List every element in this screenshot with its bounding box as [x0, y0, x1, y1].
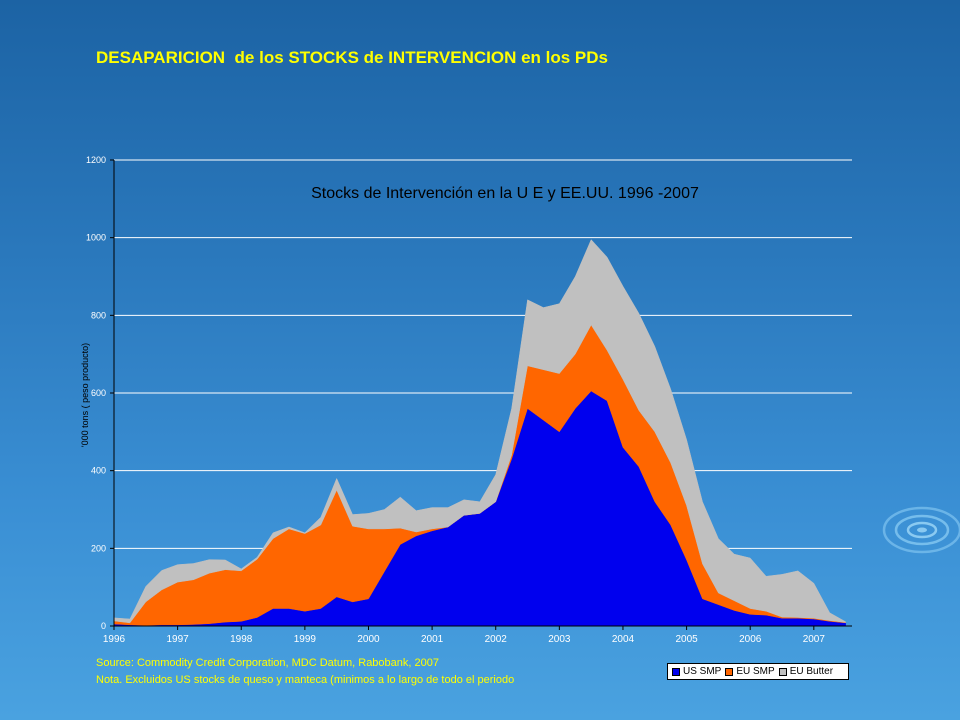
x-tick-label-2002: 2002 [485, 634, 508, 645]
x-tick-label-2003: 2003 [548, 634, 571, 645]
legend-item-eu-smp: EU SMP [725, 666, 775, 677]
y-axis-label: '000 tons ( peso producto) [80, 343, 90, 447]
area-eu-butter [113, 239, 846, 624]
legend-swatch-eu-butter [778, 667, 787, 676]
x-tick-label-1997: 1997 [166, 634, 189, 645]
y-tick-label-400: 400 [91, 466, 106, 476]
slide-title: DESAPARICION de los STOCKS de INTERVENCI… [96, 48, 608, 67]
exclusion-note: Nota. Excluidos US stocks de queso y man… [96, 674, 515, 686]
y-tick-label-800: 800 [91, 310, 106, 320]
x-tick-label-2004: 2004 [612, 634, 635, 645]
legend-swatch-eu-smp [725, 667, 734, 676]
x-tick-label-2005: 2005 [675, 634, 698, 645]
x-tick-label-1999: 1999 [294, 634, 317, 645]
water-ripple-icon [882, 506, 960, 554]
y-tick-label-600: 600 [91, 388, 106, 398]
legend-label-eu-butter: EU Butter [789, 666, 834, 677]
legend-label-us-smp: US SMP [683, 666, 722, 677]
legend-item-eu-butter: EU Butter [778, 666, 834, 677]
x-tick-label-1998: 1998 [230, 634, 253, 645]
chart-title: Stocks de Intervención en la U E y EE.UU… [311, 185, 699, 202]
axis-layer: 0 200 400 600 800 1000 1200 1996 1997 1998 1999 200… [86, 155, 852, 645]
grid-layer [114, 159, 852, 549]
source-note: Source: Commodity Credit Corporation, MD… [96, 657, 439, 669]
x-tick-label-2001: 2001 [421, 634, 444, 645]
x-tick-label-2007: 2007 [803, 634, 826, 645]
y-tick-label-1200: 1200 [86, 155, 106, 165]
y-tick-label-200: 200 [91, 543, 106, 553]
y-tick-label-1000: 1000 [86, 233, 106, 243]
legend-item-us-smp: US SMP [672, 666, 721, 677]
legend-label-eu-smp: EU SMP [736, 666, 775, 677]
chart-legend: US SMP EU SMP EU Butter [667, 663, 849, 680]
x-tick-label-2006: 2006 [739, 634, 762, 645]
area-layer [113, 239, 846, 627]
y-tick-label-0: 0 [101, 621, 106, 631]
x-tick-label-2000: 2000 [357, 634, 380, 645]
legend-swatch-us-smp [672, 667, 680, 676]
x-tick-label-1996: 1996 [103, 634, 126, 645]
